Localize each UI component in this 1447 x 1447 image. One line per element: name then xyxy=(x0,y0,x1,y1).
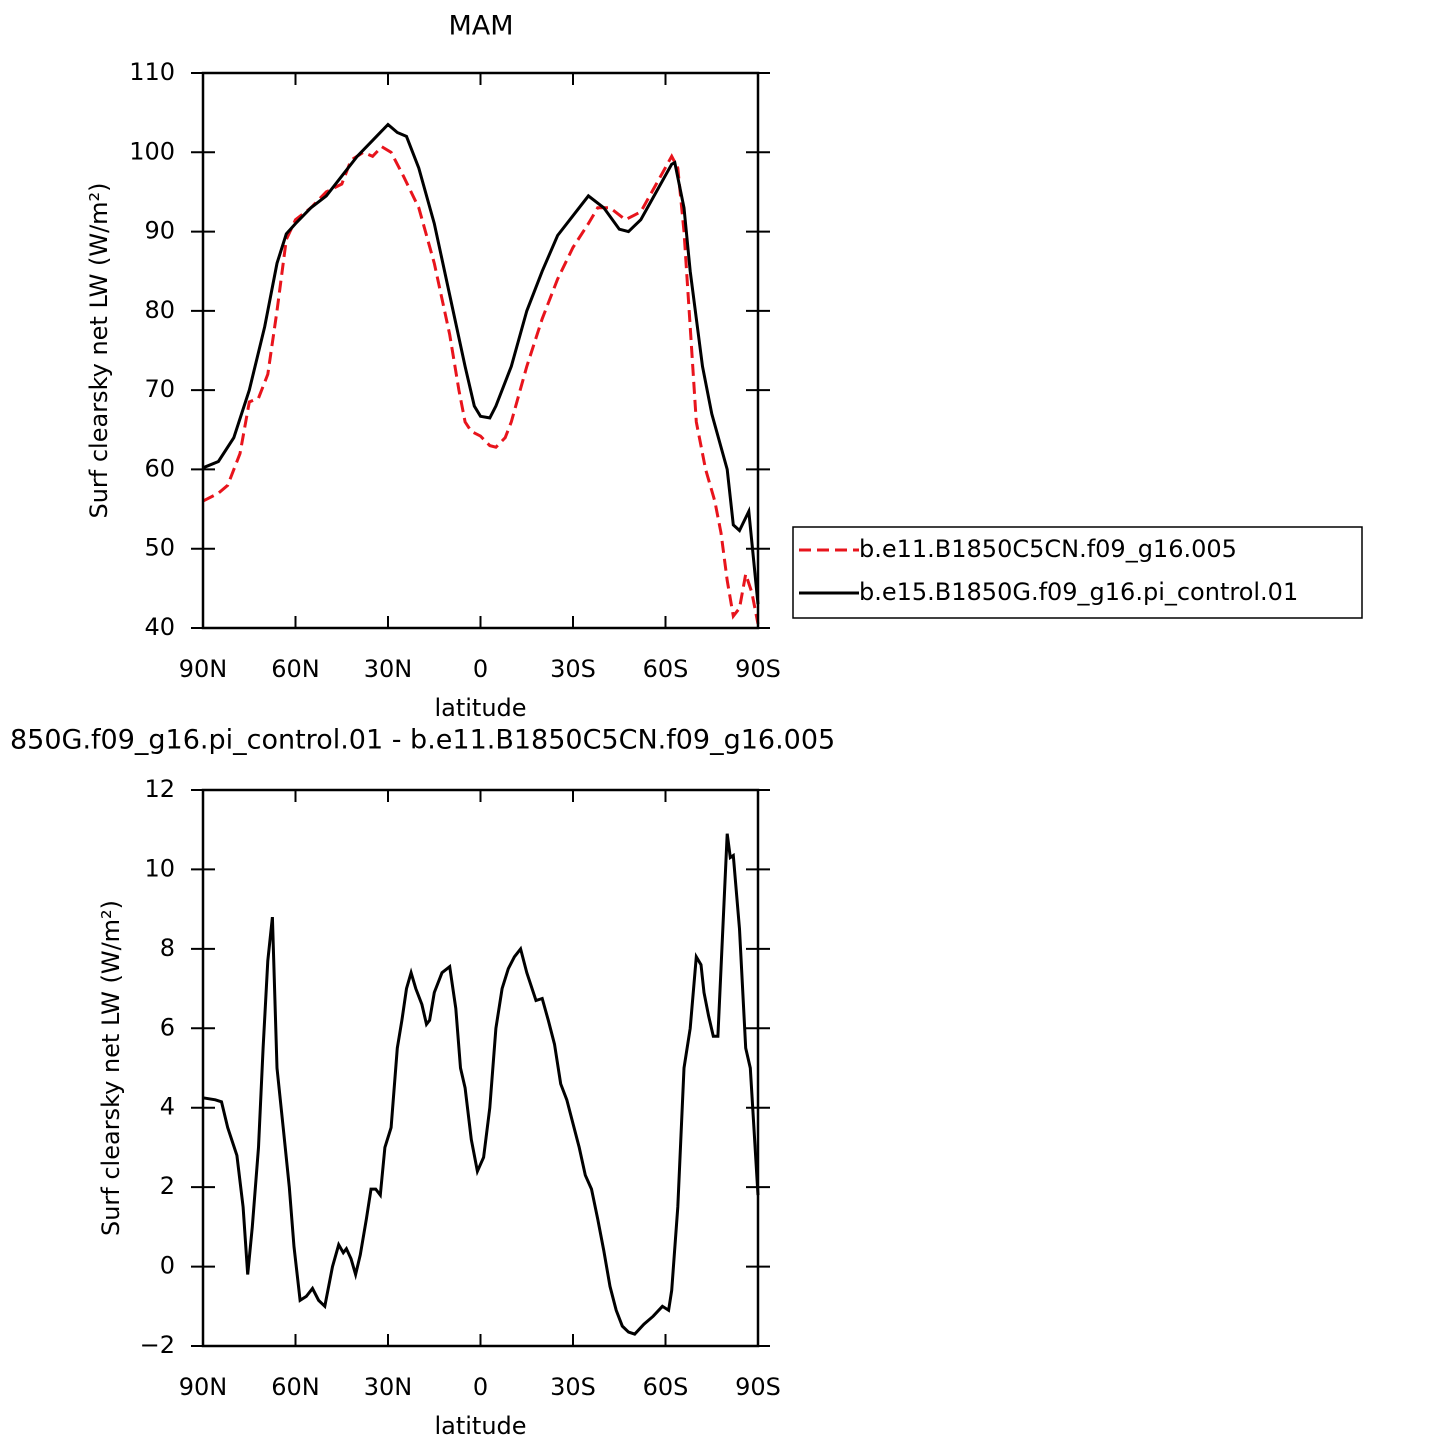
x-tick-label: 60S xyxy=(643,1373,689,1401)
y-tick-label: 2 xyxy=(160,1172,175,1200)
x-tick-label: 30S xyxy=(550,1373,596,1401)
y-axis-label: Surf clearsky net LW (W/m²) xyxy=(97,900,125,1236)
x-tick-label: 90N xyxy=(179,1373,228,1401)
legend-box xyxy=(792,526,1363,619)
x-tick-label: 90N xyxy=(179,655,228,683)
y-tick-label: −2 xyxy=(140,1331,175,1359)
y-tick-label: 0 xyxy=(160,1252,175,1280)
x-axis-label: latitude xyxy=(434,694,526,722)
y-tick-label: 8 xyxy=(160,934,175,962)
x-tick-label: 0 xyxy=(473,655,488,683)
y-tick-label: 4 xyxy=(160,1093,175,1121)
y-tick-label: 6 xyxy=(160,1013,175,1041)
y-tick-label: 50 xyxy=(144,534,175,562)
x-tick-label: 30N xyxy=(364,1373,413,1401)
plot-frame xyxy=(201,788,760,1348)
x-tick-label: 60N xyxy=(271,655,320,683)
x-tick-label: 0 xyxy=(473,1373,488,1401)
y-tick-label: 110 xyxy=(129,58,175,86)
y-tick-label: 70 xyxy=(144,375,175,403)
y-tick-label: 40 xyxy=(144,613,175,641)
y-tick-label: 100 xyxy=(129,137,175,165)
plot-frame xyxy=(201,71,760,630)
y-tick-label: 12 xyxy=(144,775,175,803)
x-tick-label: 30S xyxy=(550,655,596,683)
y-tick-label: 90 xyxy=(144,217,175,245)
x-tick-label: 60S xyxy=(643,655,689,683)
y-tick-label: 60 xyxy=(144,454,175,482)
data-line xyxy=(202,122,760,605)
data-line xyxy=(202,144,760,625)
data-line xyxy=(202,833,760,1336)
legend-label: b.e15.B1850G.f09_g16.pi_control.01 xyxy=(859,578,1298,606)
chart-title: MAM xyxy=(448,11,513,42)
y-tick-label: 80 xyxy=(144,296,175,324)
x-tick-label: 90S xyxy=(735,655,781,683)
x-tick-label: 60N xyxy=(271,1373,320,1401)
y-tick-label: 10 xyxy=(144,854,175,882)
x-tick-label: 90S xyxy=(735,1373,781,1401)
x-axis-label: latitude xyxy=(434,1412,526,1440)
chart-title: 850G.f09_g16.pi_control.01 - b.e11.B1850… xyxy=(10,725,835,756)
legend-label: b.e11.B1850C5CN.f09_g16.005 xyxy=(859,535,1237,563)
y-axis-label: Surf clearsky net LW (W/m²) xyxy=(85,182,113,518)
x-tick-label: 30N xyxy=(364,655,413,683)
